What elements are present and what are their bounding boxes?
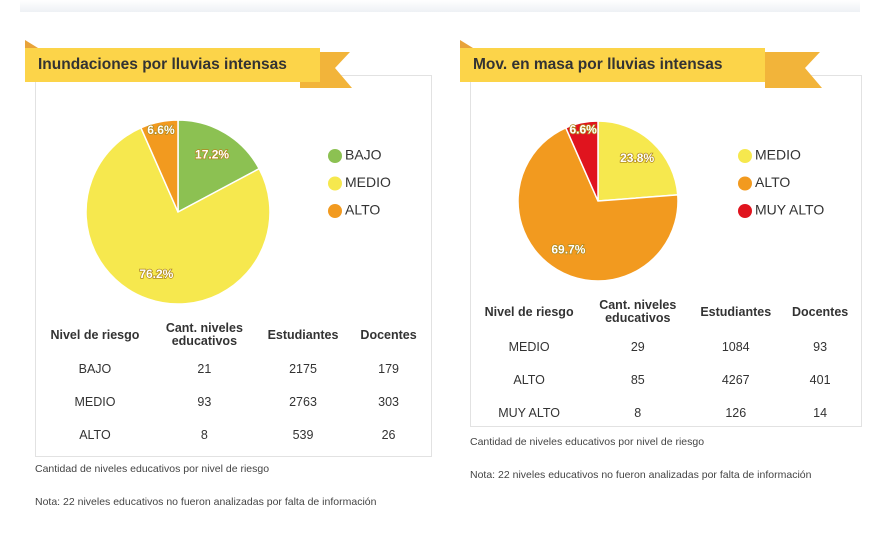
table-cell: 2175	[289, 361, 317, 376]
note: Cantidad de niveles educativos por nivel…	[35, 463, 270, 475]
column-header: Docentes	[360, 327, 417, 342]
legend-swatch	[738, 204, 752, 218]
table-cell: 85	[630, 372, 645, 387]
data-table: Nivel de riesgo Cant. niveles educativos E…	[37, 318, 427, 451]
notes: Cantidad de niveles educativos por nivel…	[35, 453, 405, 519]
table-cell: 2763	[289, 394, 317, 409]
column-header: Docentes	[791, 304, 849, 319]
note: Nota: 22 niveles educativos no fueron an…	[470, 469, 812, 481]
slice-label: 6.6%	[570, 123, 598, 137]
table-cell: 21	[197, 361, 212, 376]
table-row: MUY ALTO 8 126 14	[472, 396, 858, 429]
column-header: Estudiantes	[267, 327, 339, 342]
pie-slice	[564, 120, 599, 202]
table-cell: 179	[378, 361, 399, 376]
slice-label: 23.8%	[620, 151, 654, 165]
table-cell: 93	[813, 339, 828, 354]
table-cell: 401	[809, 372, 831, 387]
table-cell: MEDIO	[508, 339, 550, 354]
table-cell: ALTO	[513, 372, 545, 387]
ribbon	[460, 48, 765, 82]
table-cell: 4267	[721, 372, 750, 387]
chart-title: Inundaciones por lluvias intensas	[38, 56, 287, 73]
notes: Cantidad de niveles educativos por nivel…	[470, 426, 840, 492]
legend-swatch	[328, 204, 342, 218]
table-row: MEDIO 29 1084 93	[472, 330, 858, 363]
pie-slice	[597, 120, 679, 202]
table-cell: 26	[381, 427, 396, 442]
legend-swatch	[738, 176, 752, 191]
table-cell: 539	[292, 427, 314, 442]
ribbon-fold	[25, 40, 38, 48]
column-header: Estudiantes	[700, 304, 772, 319]
column-header: Cant. niveles educativos	[165, 321, 243, 348]
legend-label: ALTO	[755, 174, 790, 190]
note: Nota: 22 niveles educativos no fueron an…	[35, 496, 377, 508]
table-cell: ALTO	[79, 427, 111, 442]
table-cell: BAJO	[78, 361, 112, 376]
table-cell: 126	[725, 405, 747, 420]
ribbon-fold	[460, 40, 473, 48]
header-row: Nivel de riesgo Cant. niveles educativos E…	[472, 294, 858, 330]
pie-slice	[517, 126, 679, 282]
legend-label: MEDIO	[345, 174, 391, 190]
column-header: Nivel de riesgo	[50, 327, 140, 342]
table-cell: 93	[197, 394, 212, 409]
table-cell: 8	[634, 405, 642, 420]
pie-slice	[139, 119, 179, 213]
table-cell: 1084	[721, 339, 750, 354]
legend-label: MUY ALTO	[755, 202, 824, 218]
ribbon-tail	[765, 52, 822, 88]
table-cell: 29	[630, 339, 645, 354]
legend-label: ALTO	[345, 202, 380, 218]
legend-swatch	[738, 149, 752, 163]
slice-label: 76.2%	[139, 267, 173, 281]
ribbon	[25, 48, 320, 82]
table-row: ALTO 8 539 26	[37, 418, 427, 451]
column-header: Cant. niveles educativos	[599, 298, 677, 325]
note: Cantidad de niveles educativos por nivel…	[470, 436, 705, 448]
table-cell: MUY ALTO	[498, 405, 561, 420]
table-row: ALTO 85 4267 401	[472, 363, 858, 396]
table-cell: 303	[378, 394, 399, 409]
pie-slice	[85, 126, 271, 305]
slice-label: 6.6%	[147, 123, 175, 137]
table-cell: 8	[200, 427, 208, 442]
table-row: BAJO 21 2175 179	[37, 352, 427, 385]
legend-label: BAJO	[345, 147, 382, 163]
table-row: MEDIO 93 2763 303	[37, 385, 427, 418]
header-row: Nivel de riesgo Cant. niveles educativos E…	[37, 318, 427, 352]
legend-swatch	[328, 176, 342, 191]
pie-slice	[177, 119, 261, 214]
chart-title: Mov. en masa por lluvias intensas	[473, 56, 723, 73]
column-header: Nivel de riesgo	[484, 304, 574, 319]
top-bar	[20, 0, 860, 12]
table-cell: MEDIO	[74, 394, 116, 409]
table-cell: 14	[813, 405, 828, 420]
slice-label: 69.7%	[551, 243, 585, 257]
legend-label: MEDIO	[755, 147, 801, 163]
legend-swatch	[328, 149, 342, 163]
slice-label: 17.2%	[195, 147, 229, 161]
data-table: Nivel de riesgo Cant. niveles educativos E…	[472, 294, 858, 429]
